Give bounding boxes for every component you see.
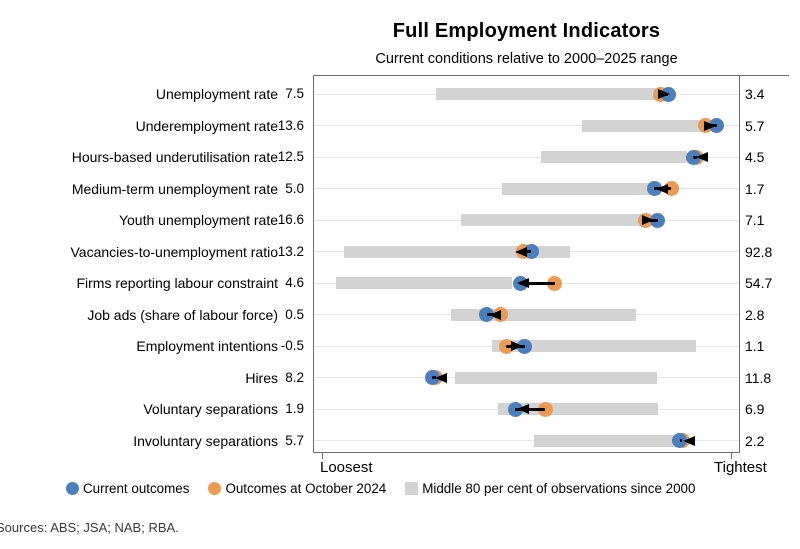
loosest-value: 1.9 [285,401,304,416]
range-bar [435,88,663,100]
tightest-value: 54.7 [745,275,773,291]
range-bar [455,371,657,384]
change-arrow-icon [489,309,502,320]
loosest-value: 5.7 [285,432,304,448]
change-connector [515,407,546,411]
change-arrow-icon [517,404,530,414]
legend-label-october: Outcomes at October 2024 [225,481,387,496]
change-connector [432,376,436,379]
change-arrow-icon [517,278,530,288]
legend: Current outcomes Outcomes at October 202… [66,481,695,496]
change-arrow-icon [642,215,654,225]
indicator-label: Hires [245,369,278,386]
tightest-value: 11.8 [745,369,772,386]
loosest-value: 0.5 [285,306,304,322]
change-connector [679,439,683,442]
change-arrow-icon [658,89,671,99]
plot-area [313,75,740,459]
tightest-value: 2.8 [745,306,765,323]
range-bar [534,434,677,447]
legend-item-band: Middle 80 per cent of observations since… [405,481,695,496]
range-bar [344,245,570,258]
axis-tick-loosest [322,453,324,459]
tightest-value: 4.5 [745,149,765,165]
loosest-value: -0.5 [280,338,304,353]
indicator-label: Hours-based underutilisation rate [71,149,278,165]
change-arrow-icon [656,183,669,194]
row-gridline [314,440,739,441]
chart-title: Full Employment Indicators [392,20,661,42]
axis-tick-tightest [731,453,733,459]
loosest-value: 8.2 [285,369,304,385]
loosest-value: 4.6 [285,275,304,290]
range-bar [336,277,513,289]
indicator-label: Voluntary separations [143,401,278,417]
sources-note: Sources: ABS; JSA; NAB; RBA. [0,520,179,535]
tightest-value: 3.4 [745,86,765,102]
change-arrow-icon [704,120,717,131]
change-arrow-icon [515,246,528,257]
indicator-label: Underemployment rate [135,117,278,134]
tightest-value: 1.1 [745,338,765,354]
indicator-label: Youth unemployment rate [118,212,278,228]
current-dot [523,244,539,259]
tightest-value: 92.8 [745,243,773,260]
indicator-label: Employment intentions [136,338,278,354]
indicator-label: Job ads (share of labour force) [87,306,278,323]
legend-item-current: Current outcomes [66,481,189,496]
tightest-value: 6.9 [745,401,765,417]
tightest-value: 5.7 [745,117,765,134]
legend-label-current: Current outcomes [83,481,190,496]
october-outcomes-dot-icon [208,482,222,495]
tightest-value: 7.1 [745,212,765,228]
loosest-value: 7.5 [285,86,304,101]
legend-item-october: Outcomes at October 2024 [208,481,386,496]
october-dot [537,401,553,417]
band-square-icon [405,482,419,495]
header-rule [313,75,789,76]
change-arrow-icon [435,372,448,383]
current-outcomes-dot-icon [66,482,79,495]
loosest-value: 13.2 [277,243,304,259]
loosest-value: 5.0 [285,180,304,196]
legend-label-band: Middle 80 per cent of observations since… [422,481,696,496]
tightest-value: 1.7 [745,180,765,197]
october-dot [547,275,563,291]
chart-subtitle: Current conditions relative to 2000–2025… [375,51,678,67]
range-bar [461,214,652,226]
x-axis-label-loosest: Loosest [320,459,373,476]
range-bar [540,151,688,163]
range-bar [501,182,661,195]
loosest-value: 13.6 [277,117,304,133]
indicator-label: Firms reporting labour constraint [76,275,278,291]
change-arrow-icon [682,435,695,446]
indicator-label: Medium-term unemployment rate [71,180,278,197]
change-arrow-icon [511,341,524,351]
range-bar [492,340,697,352]
change-connector [520,281,555,285]
change-arrow-icon [696,152,709,162]
tightest-value: 2.2 [745,432,765,449]
change-connector [693,155,697,159]
x-axis-label-tightest: Tightest [714,459,767,476]
loosest-value: 16.6 [277,212,304,227]
indicator-label: Unemployment rate [155,86,278,102]
row-gridline [314,125,739,126]
range-bar [582,119,709,132]
indicator-label: Vacancies-to-unemployment ratio [70,243,278,260]
current-dot [650,212,666,228]
row-gridline [314,156,739,158]
loosest-value: 12.5 [277,149,304,164]
indicator-label: Involuntary separations [133,432,278,449]
change-connector [523,250,532,253]
